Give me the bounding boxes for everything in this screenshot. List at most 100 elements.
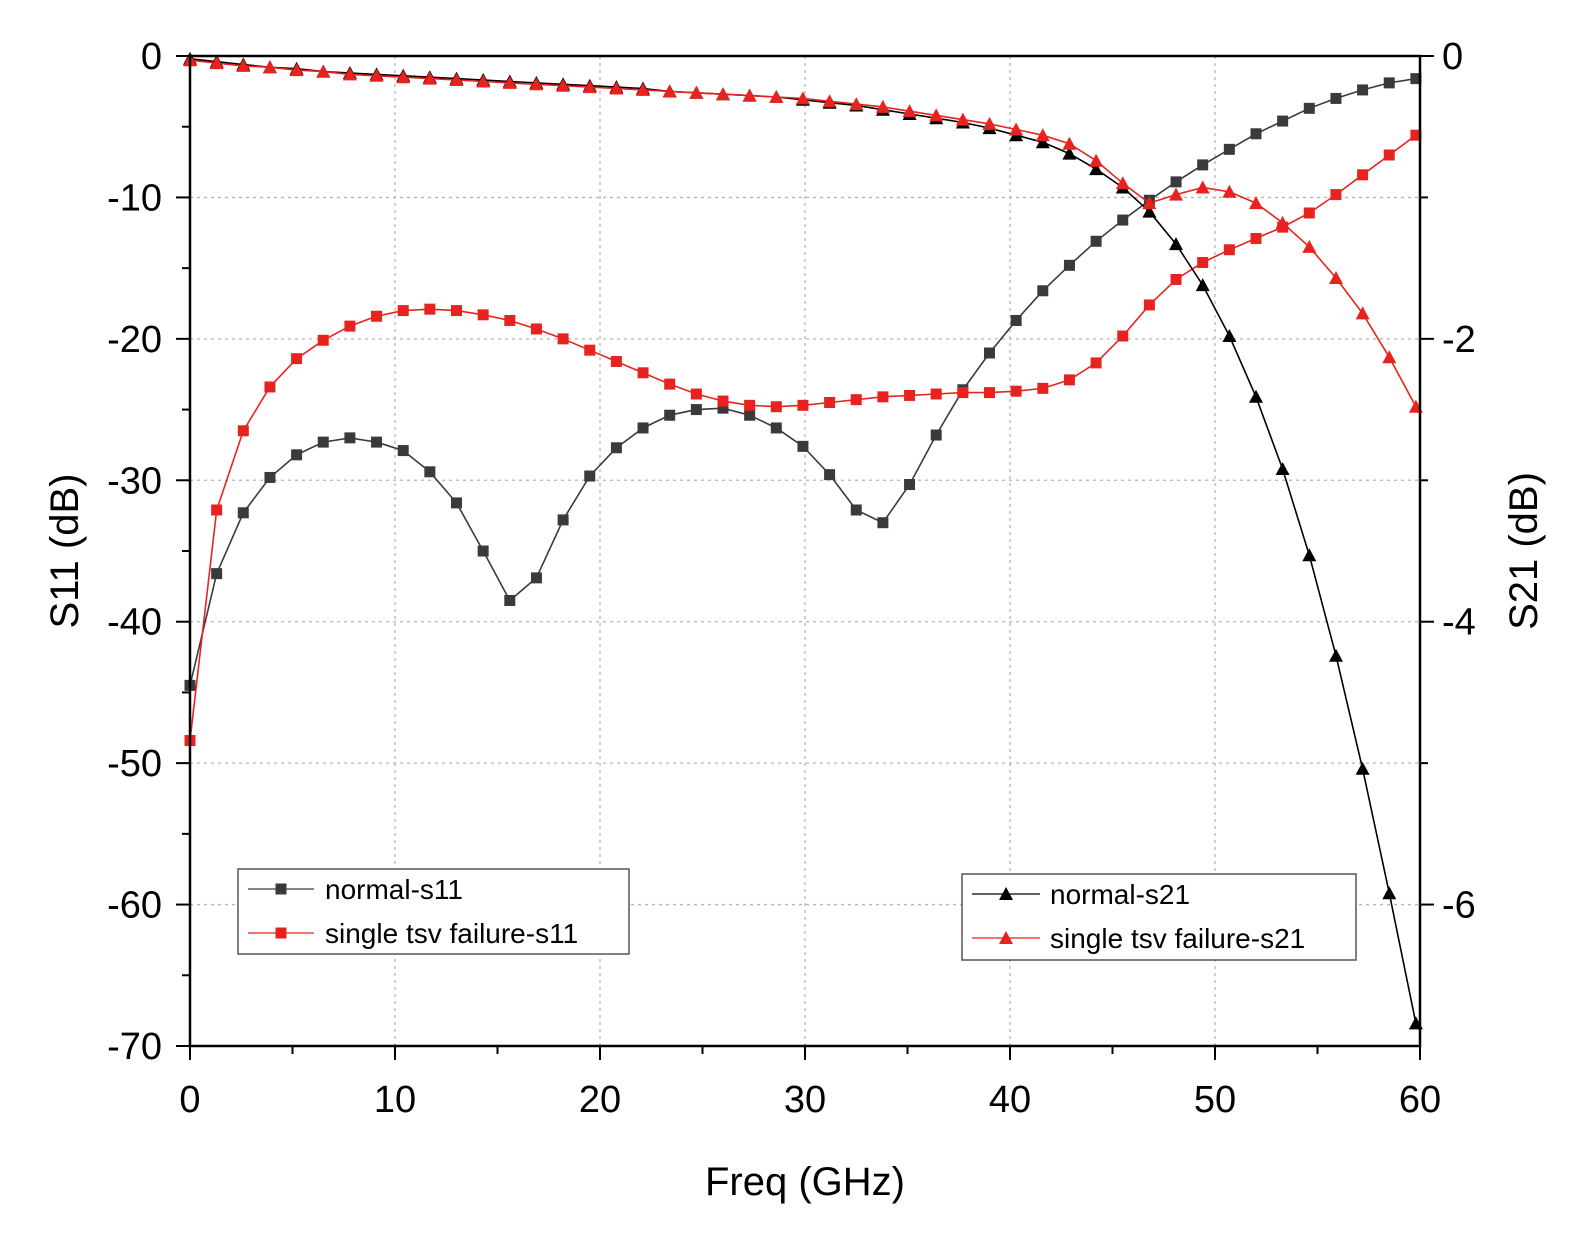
data-point: [1250, 128, 1262, 140]
data-point: [476, 74, 491, 88]
data-point: [371, 310, 383, 322]
y-right-tick-label: 0: [1442, 36, 1463, 78]
data-point: [1275, 215, 1290, 229]
data-point: [1383, 149, 1395, 161]
data-point: [1222, 329, 1237, 342]
data-point: [1090, 235, 1102, 247]
data-point: [822, 94, 837, 108]
data-point: [211, 504, 223, 516]
data-point: [1197, 256, 1209, 268]
data-point: [1062, 136, 1077, 150]
data-point: [397, 445, 409, 457]
data-point: [289, 63, 304, 77]
data-point: [1142, 196, 1157, 210]
data-point: [637, 422, 649, 434]
data-point: [1249, 196, 1263, 210]
data-point: [1329, 271, 1343, 284]
y-left-tick-label: -40: [107, 602, 162, 644]
data-point: [582, 80, 597, 94]
x-tick-label: 50: [1194, 1079, 1236, 1121]
x-axis-label: Freq (GHz): [705, 1160, 905, 1204]
data-point: [1170, 176, 1182, 188]
data-point: [716, 87, 730, 101]
data-point: [690, 388, 702, 400]
data-point: [1142, 204, 1157, 218]
data-point: [955, 112, 970, 126]
data-point: [1329, 648, 1343, 662]
data-point: [1117, 330, 1129, 342]
legend-entry-normal-s21: normal-s21: [972, 879, 1190, 910]
data-point: [957, 387, 969, 399]
data-point: [1303, 102, 1315, 114]
data-point: [451, 497, 462, 509]
data-point: [557, 514, 569, 526]
data-point: [742, 88, 757, 102]
data-point: [930, 429, 942, 441]
data-point: [1195, 278, 1210, 292]
data-point: [556, 78, 571, 92]
data-point: [982, 116, 997, 130]
data-point: [904, 479, 916, 491]
data-point: [1275, 462, 1290, 475]
data-point: [584, 470, 596, 482]
data-point: [1009, 122, 1024, 136]
axes: 0 10 20 30 40 50 60 0 -10 -20 -30 -40 -50 -60 -70 0 -2 -4…: [107, 36, 1476, 1121]
data-point: [291, 353, 303, 365]
data-point: [344, 432, 356, 444]
legend-entry-single-tsv-failure-s21: single tsv failure-s21: [972, 923, 1305, 954]
data-point: [1037, 382, 1049, 394]
data-point: [1195, 180, 1210, 194]
data-point: [1355, 761, 1370, 775]
data-point: [1382, 886, 1397, 900]
data-point: [744, 399, 756, 411]
data-point: [1249, 389, 1263, 403]
data-point: [211, 568, 223, 580]
data-point: [1035, 128, 1050, 142]
data-point: [850, 504, 862, 516]
data-point: [1169, 237, 1183, 251]
data-point: [636, 82, 650, 96]
data-point: [1223, 143, 1235, 155]
legend-marker-triangle: [999, 931, 1013, 944]
data-point: [424, 466, 436, 478]
data-point: [875, 99, 890, 113]
legend-box: [237, 868, 630, 955]
data-point: [1117, 214, 1129, 226]
y-left-tick-label: -70: [107, 1026, 162, 1068]
data-point: [529, 77, 544, 91]
data-point: [1089, 162, 1104, 176]
data-point: [397, 305, 409, 317]
data-point: [1169, 187, 1183, 201]
data-point: [1010, 314, 1022, 326]
data-point: [877, 517, 889, 529]
data-point: [264, 471, 276, 483]
data-point: [424, 303, 436, 315]
data-point: [477, 309, 489, 321]
data-point: [795, 91, 810, 105]
y-left-tick-label: -20: [107, 319, 162, 361]
series-normal-s11: [184, 73, 1422, 691]
data-point: [237, 425, 249, 437]
y-left-tick-label: -30: [107, 460, 162, 502]
data-point: [770, 422, 782, 434]
legend-s21: normal-s21 single tsv failure-s21: [961, 873, 1357, 961]
data-point: [1277, 115, 1289, 127]
data-point: [369, 68, 384, 82]
data-point: [877, 391, 889, 403]
data-point: [1197, 159, 1209, 171]
data-point: [530, 572, 542, 584]
data-point: [797, 440, 809, 452]
series-line: [189, 77, 1417, 686]
data-point: [929, 108, 944, 122]
data-point: [317, 334, 329, 346]
y-axis-label-right: S21 (dB): [1502, 472, 1546, 630]
data-point: [1383, 77, 1395, 89]
legend-label: single tsv failure-s11: [325, 918, 578, 949]
data-point: [850, 394, 862, 406]
data-point: [1222, 184, 1237, 198]
data-point: [557, 333, 569, 345]
data-point: [422, 71, 437, 85]
y-left-tick-label: -10: [107, 177, 162, 219]
data-point: [1382, 350, 1397, 364]
